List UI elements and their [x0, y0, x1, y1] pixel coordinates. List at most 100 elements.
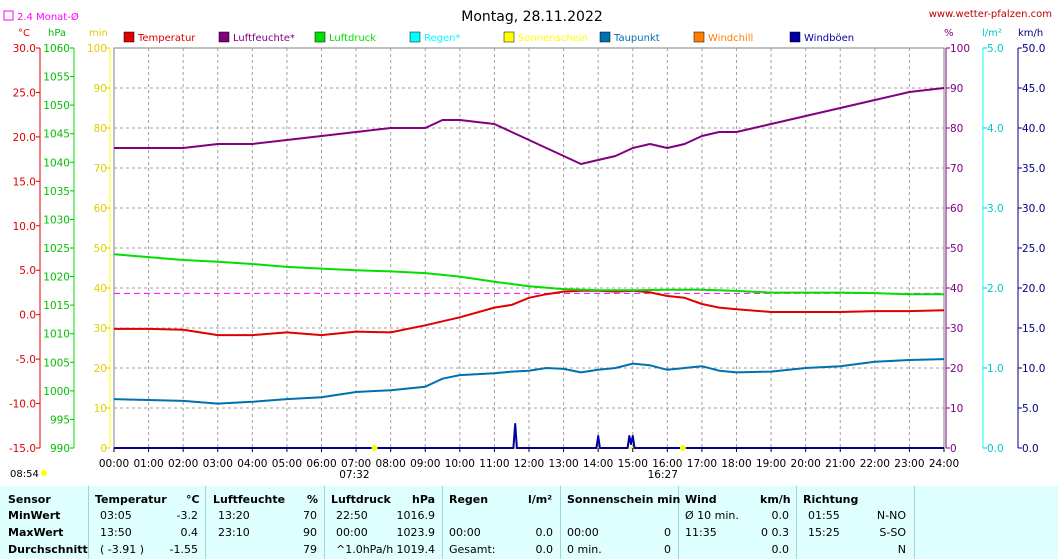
- wind-unit: km/h: [1018, 28, 1043, 39]
- cell-press-val: 1019.4: [396, 543, 436, 556]
- cell-dir-time: 15:25: [808, 526, 840, 539]
- monthly-avg-marker: [3, 10, 14, 21]
- hdr-press-unit: hPa: [412, 493, 436, 506]
- series-temperatur: [114, 289, 945, 337]
- cell-sun-time: 0 min.: [567, 543, 602, 556]
- pressure-tick-label: 990: [50, 443, 70, 455]
- humidity-tick-label: 80: [950, 123, 963, 135]
- footer-sun-icon: [41, 470, 47, 476]
- wind-tick-label: 20.0: [1022, 283, 1045, 295]
- hdr-wind: Wind: [685, 493, 717, 506]
- temp-tick-label: 5.0: [19, 265, 36, 277]
- pressure-tick-label: 1055: [43, 72, 70, 84]
- hdr-sensor: Sensor: [8, 493, 51, 506]
- series-taupunkt: [113, 358, 945, 405]
- cell-rain-val: 0.0: [535, 543, 554, 556]
- sunshine-tick-label: 0: [100, 443, 107, 455]
- humidity-tick-label: 50: [950, 243, 963, 255]
- weather-chart: Montag, 28.11.2022 www.wetter-pfalzen.co…: [3, 9, 1052, 481]
- humidity-tick-label: 70: [950, 163, 963, 175]
- pressure-tick-label: 1050: [43, 100, 70, 112]
- sunset-marker: [679, 445, 686, 451]
- humidity-tick-label: 10: [950, 403, 963, 415]
- cell-label: Durchschnitt: [8, 543, 88, 556]
- series-luftfeuchte: [114, 87, 945, 165]
- humidity-unit: %: [944, 28, 954, 39]
- chart-legend: Temperatur Luftfeuchte* Luftdruck Regen* Son…: [123, 31, 854, 44]
- table-row: Durchschnitt ( -3.91 ) -1.55 79 ^1.0hPa/h 101…: [0, 541, 1058, 558]
- series-windben: [114, 423, 944, 449]
- cell-press-val: 1016.9: [396, 509, 436, 522]
- pressure-tick-label: 995: [50, 414, 70, 426]
- humidity-tick-label: 60: [950, 203, 963, 215]
- wind-tick-label: 35.0: [1022, 163, 1045, 175]
- x-tick-label: 13:00: [548, 458, 578, 470]
- temp-tick-label: -10.0: [9, 399, 36, 411]
- legend-swatch: [409, 31, 421, 43]
- x-tick-label: 03:00: [203, 458, 233, 470]
- table-row: MaxWert 13:50 0.4 23:10 90 00:00 1023.9 00:00 0.…: [0, 524, 1058, 541]
- cell-press-time: 00:00: [336, 526, 368, 539]
- sunshine-tick-label: 30: [94, 323, 107, 335]
- sunshine-tick-label: 10: [94, 403, 107, 415]
- wind-tick-label: 50.0: [1022, 43, 1045, 55]
- legend-label: Luftfeuchte*: [233, 33, 295, 44]
- sunshine-tick-label: 90: [94, 83, 107, 95]
- rain-tick-label: 1.0: [987, 363, 1004, 375]
- legend-swatch: [314, 31, 326, 43]
- stats-table: Sensor Temperatur °C Luftfeuchte % Luftd…: [0, 486, 1058, 559]
- cell-wind-time: Ø 10 min.: [685, 509, 739, 522]
- x-tick-label: 07:00: [341, 458, 371, 470]
- hdr-wind-unit: km/h: [760, 493, 791, 506]
- rain-unit: l/m²: [982, 28, 1002, 39]
- sunshine-tick-label: 20: [94, 363, 107, 375]
- x-tick-label: 15:00: [618, 458, 648, 470]
- sunrise-label: 07:32: [339, 469, 369, 481]
- pressure-tick-label: 1005: [43, 357, 70, 369]
- legend-label: Regen*: [424, 33, 461, 44]
- cell-dir-val: N: [897, 543, 906, 556]
- wind-tick-label: 40.0: [1022, 123, 1045, 135]
- cell-temp-time: 03:05: [100, 509, 132, 522]
- sunshine-tick-label: 70: [94, 163, 107, 175]
- wind-tick-label: 10.0: [1022, 363, 1045, 375]
- cell-hum-val: 79: [303, 543, 317, 556]
- cell-sun-val: 0: [664, 543, 671, 556]
- humidity-tick-label: 40: [950, 283, 963, 295]
- x-tick-label: 05:00: [272, 458, 302, 470]
- x-tick-label: 12:00: [514, 458, 544, 470]
- temp-tick-label: 30.0: [13, 43, 36, 55]
- legend-swatch: [503, 31, 515, 43]
- wind-tick-label: 45.0: [1022, 83, 1045, 95]
- humidity-tick-label: 100: [950, 43, 970, 55]
- cell-rain-time: Gesamt:: [449, 543, 496, 556]
- x-tick-label: 14:00: [583, 458, 613, 470]
- x-tick-label: 21:00: [825, 458, 855, 470]
- hdr-hum: Luftfeuchte: [213, 493, 286, 506]
- cell-wind-val: 0.0: [771, 509, 790, 522]
- cell-press-val: 1023.9: [396, 526, 436, 539]
- sunshine-tick-label: 100: [87, 43, 107, 55]
- x-tick-label: 24:00: [929, 458, 959, 470]
- cell-hum-time: 23:10: [218, 526, 250, 539]
- x-axis-labels: 00:00 01:00 02:00 03:00 04:00 05:00 06:00 07:00…: [99, 445, 959, 481]
- wind-tick-label: 15.0: [1022, 323, 1045, 335]
- legend-label: Temperatur: [137, 33, 196, 44]
- pressure-tick-label: 1035: [43, 186, 70, 198]
- wind-tick-label: 0.0: [1022, 443, 1039, 455]
- source-url: www.wetter-pfalzen.com: [929, 9, 1052, 20]
- wind-tick-label: 25.0: [1022, 243, 1045, 255]
- humidity-tick-label: 20: [950, 363, 963, 375]
- cell-temp-val: -1.55: [169, 543, 198, 556]
- x-tick-label: 06:00: [306, 458, 336, 470]
- rain-tick-label: 0.0: [987, 443, 1004, 455]
- cell-rain-time: 00:00: [449, 526, 481, 539]
- sunshine-tick-label: 60: [94, 203, 107, 215]
- humidity-tick-label: 0: [950, 443, 957, 455]
- cell-wind-val: 0.0: [771, 543, 790, 556]
- cell-hum-time: 13:20: [218, 509, 250, 522]
- x-tick-label: 11:00: [479, 458, 509, 470]
- x-tick-label: 10:00: [445, 458, 475, 470]
- hdr-rain: Regen: [449, 493, 489, 506]
- cell-sun-time: 00:00: [567, 526, 599, 539]
